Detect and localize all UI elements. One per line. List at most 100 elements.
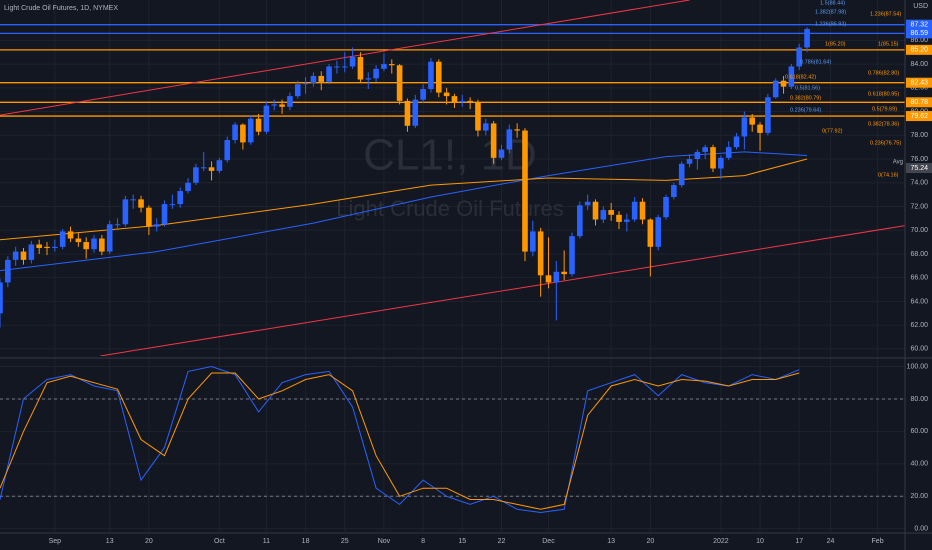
y-tick-label: 86.00 bbox=[910, 37, 928, 44]
trendline bbox=[100, 225, 905, 356]
candle-body bbox=[514, 129, 520, 131]
candle-body bbox=[20, 251, 27, 260]
candle-body bbox=[530, 231, 536, 252]
candle-body bbox=[12, 251, 19, 260]
fib-label: 1.382(87.98) bbox=[815, 9, 846, 15]
candle-body bbox=[443, 92, 450, 97]
candle-body bbox=[334, 66, 340, 68]
fib-label: 0.382(80.79) bbox=[790, 95, 821, 101]
candle-body bbox=[772, 80, 779, 98]
candle-body bbox=[725, 147, 732, 158]
candle-body bbox=[193, 167, 199, 183]
osc-tick-label: 80.00 bbox=[910, 396, 928, 403]
y-tick-label: 64.00 bbox=[910, 298, 928, 305]
candle-body bbox=[357, 56, 364, 80]
candle-body bbox=[279, 104, 285, 107]
y-tick-label: 84.00 bbox=[910, 61, 928, 68]
candle-body bbox=[396, 65, 403, 101]
price-level-box bbox=[906, 97, 932, 108]
candle-body bbox=[608, 210, 614, 215]
candle-body bbox=[349, 56, 356, 67]
candle-body bbox=[59, 231, 66, 247]
candle-body bbox=[428, 61, 434, 89]
candle-body bbox=[255, 118, 262, 132]
candle-body bbox=[624, 219, 630, 222]
candle-body bbox=[459, 100, 466, 103]
x-tick-label: Sep bbox=[49, 538, 62, 545]
candle-body bbox=[616, 214, 622, 222]
candle-body bbox=[483, 123, 489, 131]
osc-tick-label: 60.00 bbox=[910, 428, 928, 435]
candle-body bbox=[702, 147, 708, 152]
fib-label: 0.786(81.64) bbox=[800, 59, 831, 65]
candle-body bbox=[91, 238, 97, 250]
x-tick-label: 24 bbox=[827, 538, 835, 545]
currency: USD bbox=[913, 3, 928, 10]
y-tick-label: 76.00 bbox=[910, 156, 928, 163]
candle-body bbox=[177, 191, 184, 205]
candle-body bbox=[114, 224, 121, 226]
candle-body bbox=[200, 167, 207, 169]
x-tick-label: Dec bbox=[542, 538, 555, 545]
candle-body bbox=[498, 149, 505, 158]
candle-body bbox=[67, 231, 74, 239]
candle-body bbox=[584, 201, 591, 206]
price-pane bbox=[0, 0, 905, 356]
candle-body bbox=[318, 75, 325, 82]
candle-body bbox=[326, 66, 332, 82]
candle-body bbox=[569, 236, 575, 275]
candle-body bbox=[600, 210, 607, 220]
chart-title: Light Crude Oil Futures, 1D, NYMEX bbox=[4, 5, 118, 12]
x-tick-label: Nov bbox=[378, 538, 391, 545]
candle-body bbox=[631, 201, 638, 220]
candle-body bbox=[271, 104, 278, 106]
candle-body bbox=[780, 80, 787, 87]
candle-body bbox=[639, 201, 646, 220]
candle-body bbox=[106, 224, 113, 252]
osc-tick-label: 0.00 bbox=[914, 526, 928, 533]
candle-body bbox=[161, 204, 168, 225]
candle-body bbox=[388, 64, 395, 66]
price-level-label: 80.78 bbox=[910, 99, 928, 106]
price-level-box bbox=[906, 111, 932, 122]
y-tick-label: 66.00 bbox=[910, 275, 928, 282]
fib-label: 0.236(79.64) bbox=[790, 107, 821, 113]
price-level-label: 85.20 bbox=[910, 47, 928, 54]
oscillator-line bbox=[0, 365, 800, 514]
y-tick-label: 72.00 bbox=[910, 203, 928, 210]
candle-body bbox=[757, 124, 763, 133]
fib-label: 0(77.92) bbox=[822, 128, 843, 134]
fib-label: 0.5(79.69) bbox=[872, 106, 897, 112]
x-tick-label: 11 bbox=[263, 538, 270, 545]
candle-body bbox=[741, 117, 748, 137]
candle-body bbox=[749, 117, 756, 125]
candle-body bbox=[294, 84, 301, 97]
candle-body bbox=[655, 217, 661, 247]
grid bbox=[0, 0, 905, 532]
candle-body bbox=[5, 259, 11, 283]
candle-body bbox=[412, 99, 419, 126]
candle-body bbox=[451, 96, 458, 103]
candle-body bbox=[592, 201, 599, 220]
candle-body bbox=[138, 199, 144, 208]
candle-body bbox=[537, 231, 544, 276]
candle-body bbox=[467, 100, 473, 103]
candle-body bbox=[804, 28, 810, 48]
fib-label: 0(74.16) bbox=[878, 172, 899, 178]
candle-body bbox=[545, 275, 552, 283]
candle-body bbox=[765, 97, 771, 133]
candle-body bbox=[302, 83, 309, 85]
x-tick-label: 20 bbox=[145, 538, 153, 545]
osc-tick-label: 40.00 bbox=[910, 461, 928, 468]
candle-body bbox=[208, 167, 215, 171]
y-tick-label: 82.00 bbox=[910, 85, 928, 92]
candle-body bbox=[216, 160, 223, 171]
candle-body bbox=[310, 75, 317, 84]
x-tick-label: 15 bbox=[458, 538, 466, 545]
candle-body bbox=[577, 205, 583, 237]
fib-label: 0.5(81.56) bbox=[795, 85, 820, 91]
candle-body bbox=[28, 244, 35, 260]
candle-body bbox=[75, 238, 82, 243]
x-tick-label: 25 bbox=[341, 538, 349, 545]
